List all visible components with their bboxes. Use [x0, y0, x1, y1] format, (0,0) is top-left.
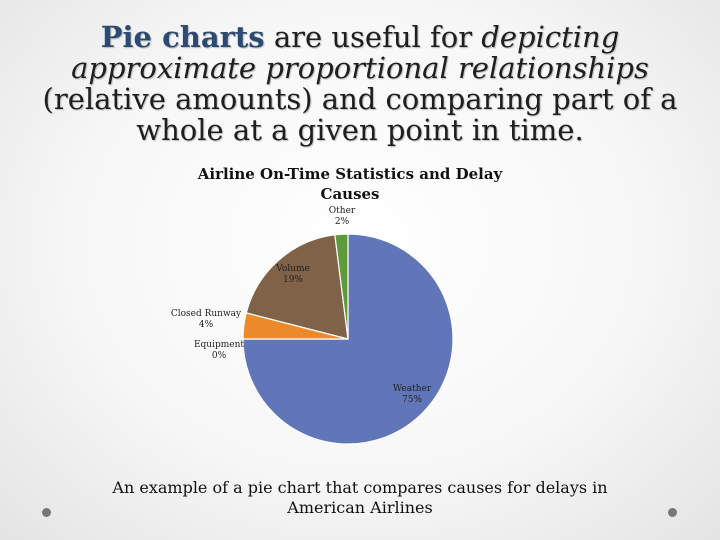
- slice-label-equipment: Equipment 0%: [194, 340, 244, 361]
- decorative-dot-right: [668, 508, 677, 517]
- slice-label-other: Other 2%: [329, 206, 356, 227]
- heading-lead: Pie charts: [100, 20, 265, 54]
- chart-title: Airline On-Time Statistics and Delay Cau…: [197, 165, 503, 203]
- pie-slice-other: [334, 233, 349, 340]
- slide-heading: Pie charts are useful for depicting appr…: [20, 22, 700, 146]
- slice-label-closed-runway: Closed Runway 4%: [171, 309, 242, 330]
- heading-text-1: are useful for: [264, 20, 482, 54]
- slice-label-volume: Volume 19%: [275, 264, 310, 285]
- pie-slice-volume: [245, 234, 349, 340]
- pie-slice-weather: [242, 233, 454, 445]
- decorative-dot-left: [42, 508, 51, 517]
- slice-label-weather: Weather 75%: [393, 384, 432, 405]
- heading-emphasis: depicting approximate proportional relat…: [71, 20, 649, 85]
- heading-text-2: (relative amounts) and comparing part of…: [42, 82, 678, 147]
- slide-caption: An example of a pie chart that compares …: [112, 478, 608, 517]
